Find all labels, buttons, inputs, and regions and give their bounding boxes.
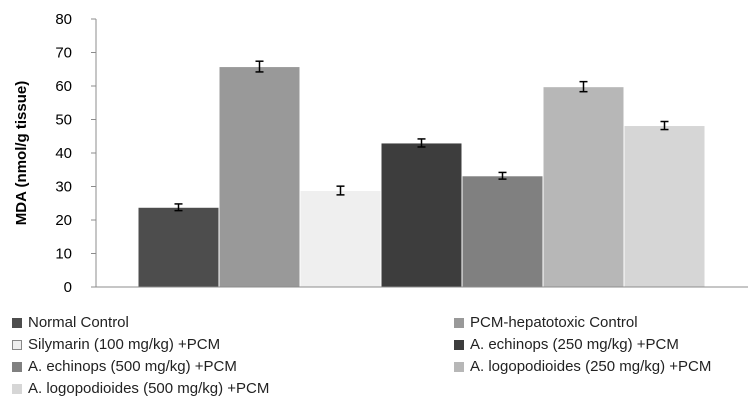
y-axis-label: MDA (nmol/g tissue) — [13, 81, 30, 225]
legend-item: A. logopodioides (250 mg/kg) +PCM — [454, 358, 711, 375]
error-bars — [174, 60, 669, 212]
legend-swatch — [12, 317, 22, 328]
legend-swatch — [12, 339, 22, 350]
y-axis: 0 10 20 30 40 50 60 70 80 — [55, 11, 97, 296]
legend-swatch — [12, 383, 22, 394]
legend-swatch — [454, 361, 464, 372]
legend-label: A. echinops (500 mg/kg) +PCM — [28, 358, 237, 375]
error-bar — [255, 60, 264, 73]
bars — [137, 66, 706, 288]
y-tick-label: 40 — [55, 145, 72, 162]
legend-swatch — [454, 339, 464, 350]
legend-label: PCM-hepatotoxic Control — [470, 314, 638, 331]
y-tick-label: 20 — [55, 212, 72, 229]
error-bar — [579, 80, 588, 93]
error-bar — [417, 138, 426, 148]
legend-item: PCM-hepatotoxic Control — [454, 314, 638, 331]
error-bar — [174, 203, 183, 212]
legend-label: A. logopodioides (250 mg/kg) +PCM — [470, 358, 712, 375]
error-bar — [660, 120, 669, 131]
legend-swatch — [454, 317, 464, 328]
bar — [623, 125, 706, 288]
y-tick-label: 0 — [64, 279, 72, 296]
legend-label: A. echinops (250 mg/kg) +PCM — [470, 336, 679, 353]
bar — [137, 206, 220, 288]
legend-item: A. echinops (500 mg/kg) +PCM — [12, 358, 237, 375]
error-bar — [336, 185, 345, 196]
bar — [380, 142, 463, 288]
y-tick-label: 30 — [55, 179, 72, 196]
legend-item: Normal Control — [12, 314, 129, 331]
y-tick-label: 80 — [55, 11, 72, 28]
bar — [218, 66, 301, 288]
bar — [299, 190, 382, 288]
y-tick-label: 50 — [55, 112, 72, 129]
legend-swatch — [12, 361, 22, 372]
legend-label: Silymarin (100 mg/kg) +PCM — [28, 336, 221, 353]
legend-label: A. logopodioides (500 mg/kg) +PCM — [28, 380, 270, 397]
legend-label: Normal Control — [28, 314, 129, 331]
y-tick-label: 60 — [55, 78, 72, 95]
bar — [461, 175, 544, 288]
legend-item: Silymarin (100 mg/kg) +PCM — [12, 336, 220, 353]
y-tick-label: 10 — [55, 246, 72, 263]
legend-item: A. echinops (250 mg/kg) +PCM — [454, 336, 679, 353]
y-tick-label: 70 — [55, 45, 72, 62]
legend-item: A. logopodioides (500 mg/kg) +PCM — [12, 380, 269, 397]
error-bar — [498, 171, 507, 180]
bar — [542, 86, 625, 288]
